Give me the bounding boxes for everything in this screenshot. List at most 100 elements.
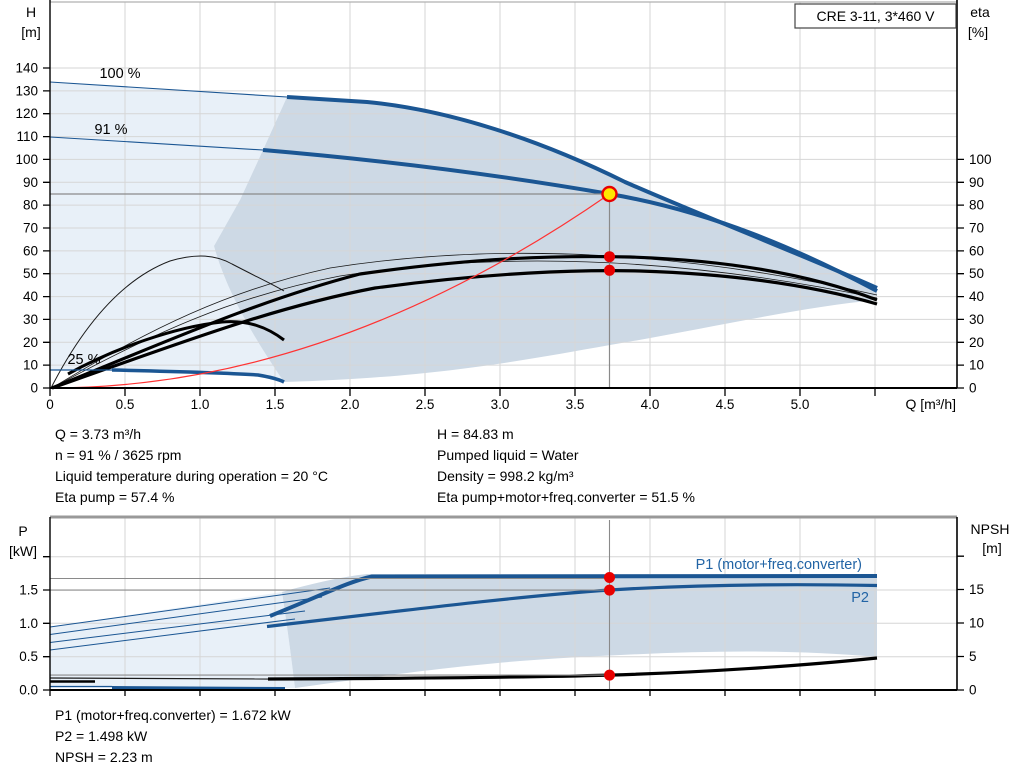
p-25pct-curve bbox=[111, 686, 286, 690]
duty-point-marker bbox=[601, 185, 618, 203]
p1-curve bbox=[269, 574, 878, 618]
h-tick: 50 bbox=[23, 266, 38, 281]
eta-tick: 20 bbox=[969, 335, 984, 350]
npsh-tick: 0 bbox=[969, 683, 977, 698]
duty-info-left: Q = 3.73 m³/h n = 91 % / 3625 rpm Liquid… bbox=[55, 424, 328, 508]
h-tick: 20 bbox=[23, 335, 38, 350]
power-dark-region bbox=[282, 574, 877, 688]
duty-info-bottom: P1 (motor+freq.converter) = 1.672 kW P2 … bbox=[55, 705, 291, 768]
eta-curve-thin-1 bbox=[51, 252, 878, 389]
info-speed: n = 91 % / 3625 rpm bbox=[55, 447, 182, 463]
q-axis-label: Q [m³/h] bbox=[905, 396, 956, 412]
h-tick: 80 bbox=[23, 198, 38, 213]
info-pumped-liquid: Pumped liquid = Water bbox=[437, 447, 579, 463]
h-axis-unit: [m] bbox=[21, 24, 40, 40]
q-tick: 0 bbox=[46, 397, 54, 412]
npsh-curve-thin bbox=[49, 677, 269, 680]
power-fan-line-3 bbox=[49, 610, 306, 643]
power-npsh-chart: P [kW] NPSH [m] 1.5 1.0 0.5 0.0 15 10 5 … bbox=[9, 515, 1010, 698]
npsh-duty-dot bbox=[604, 669, 615, 681]
eta-curve-25pct-pump bbox=[50, 255, 285, 389]
eta-pump-duty-dot bbox=[604, 251, 615, 263]
info-eta-pump: Eta pump = 57.4 % bbox=[55, 489, 175, 505]
npsh-tick: 5 bbox=[969, 649, 977, 664]
p-axis-name: P bbox=[18, 523, 27, 539]
eta-tick: 60 bbox=[969, 243, 984, 258]
p-tick: 1.0 bbox=[19, 616, 38, 631]
npsh-axis-unit: [m] bbox=[982, 540, 1001, 556]
p1-duty-dot bbox=[604, 572, 615, 583]
eta-axis-unit: [%] bbox=[968, 24, 988, 40]
qh-chart: H [m] eta [%] Q [m³/h] 140 130 120 110 1… bbox=[15, 0, 992, 412]
q-tick: 3.0 bbox=[491, 397, 510, 412]
p1-curve-label: P1 (motor+freq.converter) bbox=[696, 557, 862, 573]
eta-pump-curve bbox=[51, 254, 878, 390]
eta-total-duty-dot bbox=[604, 264, 615, 276]
h-tick: 120 bbox=[15, 106, 38, 121]
h-tick: 100 bbox=[15, 152, 38, 167]
q-tick: 2.0 bbox=[341, 397, 360, 412]
eta-total-curve bbox=[51, 269, 878, 390]
qh-curve-25pct bbox=[111, 368, 285, 384]
eta-tick: 100 bbox=[969, 152, 992, 167]
h-axis-name: H bbox=[26, 4, 36, 20]
h-tick: 110 bbox=[16, 129, 38, 144]
h-tick: 30 bbox=[23, 312, 38, 327]
info-liquid-temperature: Liquid temperature during operation = 20… bbox=[55, 468, 328, 484]
h-tick: 0 bbox=[30, 381, 38, 396]
q-tick: 2.5 bbox=[416, 397, 435, 412]
q-tick: 1.5 bbox=[266, 397, 285, 412]
power-fan-line-1 bbox=[49, 587, 331, 628]
info-p2: P2 = 1.498 kW bbox=[55, 728, 148, 744]
power-fan-line-4 bbox=[49, 618, 296, 651]
power-fan-line-2 bbox=[49, 596, 323, 635]
p2-duty-dot bbox=[604, 584, 615, 596]
speed-label-25: 25 % bbox=[67, 352, 100, 368]
info-head: H = 84.83 m bbox=[437, 426, 514, 442]
npsh-tick: 15 bbox=[969, 582, 984, 597]
h-tick: 70 bbox=[23, 221, 38, 236]
power-bottom-tickmarks bbox=[49, 690, 876, 696]
q-tick: 4.0 bbox=[641, 397, 660, 412]
pump-title: CRE 3-11, 3*460 V bbox=[816, 8, 935, 24]
qh-right-tickmarks bbox=[957, 158, 964, 389]
p-tick: 0.0 bbox=[19, 683, 38, 698]
pump-title-box bbox=[794, 3, 957, 29]
info-q: Q = 3.73 m³/h bbox=[55, 426, 141, 442]
info-npsh: NPSH = 2.23 m bbox=[55, 749, 153, 765]
h-tick: 40 bbox=[23, 289, 38, 304]
q-tick: 5.0 bbox=[791, 397, 810, 412]
h-tick: 140 bbox=[15, 61, 38, 76]
qh-vertical-gridlines bbox=[124, 2, 876, 388]
eta-tick: 90 bbox=[969, 175, 984, 190]
p-tick: 1.5 bbox=[19, 583, 38, 598]
full-speed-range-region bbox=[50, 82, 287, 382]
npsh-axis-name: NPSH bbox=[971, 521, 1010, 537]
npsh-tick: 10 bbox=[969, 616, 984, 631]
h-tick: 90 bbox=[23, 175, 38, 190]
q-tick: 1.0 bbox=[191, 397, 210, 412]
h-tick: 10 bbox=[23, 358, 38, 373]
h-tick: 60 bbox=[23, 243, 38, 258]
eta-axis-name: eta bbox=[970, 4, 990, 20]
info-eta-total: Eta pump+motor+freq.converter = 51.5 % bbox=[437, 489, 695, 505]
eta-tick: 70 bbox=[969, 221, 984, 236]
p2-curve-label: P2 bbox=[851, 590, 869, 606]
duty-info-right: H = 84.83 m Pumped liquid = Water Densit… bbox=[437, 424, 695, 508]
h-tick: 130 bbox=[15, 83, 38, 98]
eta-tick: 30 bbox=[969, 312, 984, 327]
eta-tick: 10 bbox=[969, 358, 984, 373]
eta-tick: 80 bbox=[969, 198, 984, 213]
qh-bottom-tickmarks bbox=[49, 388, 876, 396]
info-p1: P1 (motor+freq.converter) = 1.672 kW bbox=[55, 707, 291, 723]
q-tick: 4.5 bbox=[716, 397, 735, 412]
power-pale-region bbox=[50, 592, 295, 688]
system-curve bbox=[49, 193, 610, 389]
control-range-region bbox=[214, 97, 877, 382]
p-tick: 0.5 bbox=[19, 649, 38, 664]
power-left-tickmarks bbox=[43, 556, 50, 691]
qh-curve-100pct-thin bbox=[49, 81, 288, 98]
q-tick: 3.5 bbox=[566, 397, 585, 412]
